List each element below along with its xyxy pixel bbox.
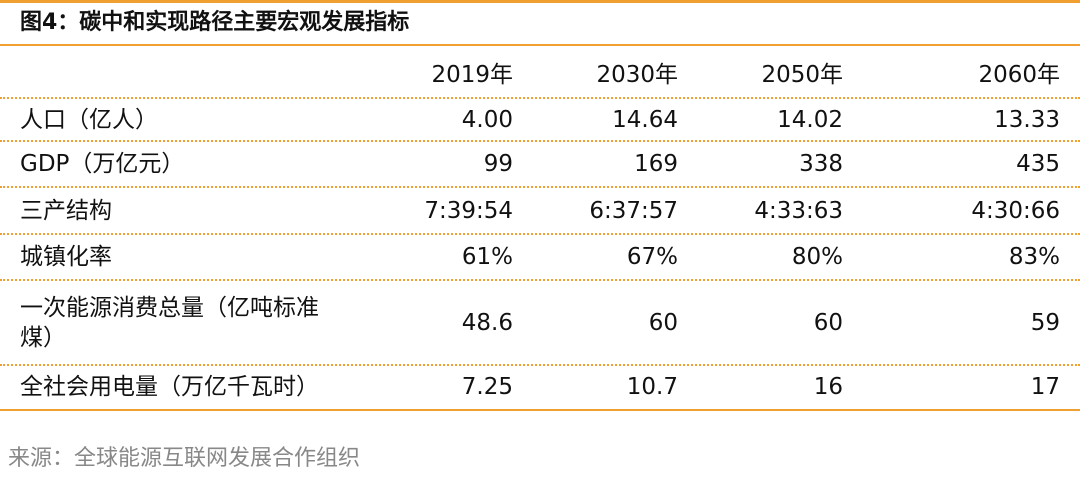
row-label: 三产结构 xyxy=(20,197,112,224)
row-label: 全社会用电量（万亿千瓦时） xyxy=(20,374,319,400)
table-row: 三产结构 7:39:54 6:37:57 4:33:63 4:30:66 xyxy=(0,187,1080,234)
row-separator xyxy=(0,140,1080,142)
cell: 2019年 xyxy=(431,62,513,88)
cell: 338 xyxy=(799,151,843,177)
cell: 169 xyxy=(634,151,678,177)
row-separator xyxy=(0,233,1080,235)
cell: 60 xyxy=(648,309,678,336)
cell: 14.02 xyxy=(777,106,843,133)
cell: 80% xyxy=(791,244,843,270)
cell: 67% xyxy=(626,244,678,270)
table-row: 人口（亿人） 4.00 14.64 14.02 13.33 xyxy=(0,98,1080,141)
title: 图4：碳中和实现路径主要宏观发展指标 xyxy=(20,10,410,35)
title-rule xyxy=(0,44,1080,46)
row-label: 城镇化率 xyxy=(20,244,112,270)
cell: 60 xyxy=(813,309,843,336)
cell: 10.7 xyxy=(626,374,678,400)
cell: 14.64 xyxy=(612,106,678,133)
cell: 435 xyxy=(1016,151,1060,177)
cell: 61% xyxy=(461,244,513,270)
cell: 6:37:57 xyxy=(589,197,678,224)
cell: 48.6 xyxy=(461,309,513,336)
row-label: 人口（亿人） xyxy=(20,106,158,133)
cell: 2050年 xyxy=(761,62,843,88)
cell: 99 xyxy=(483,151,513,177)
cell: 4.00 xyxy=(461,106,513,133)
cell: 83% xyxy=(1008,244,1060,270)
row-label: GDP（万亿元） xyxy=(20,151,185,177)
cell: 59 xyxy=(1030,309,1060,336)
cell: 4:30:66 xyxy=(971,197,1060,224)
cell: 2060年 xyxy=(978,62,1060,88)
cell: 13.33 xyxy=(994,106,1060,133)
row-separator xyxy=(0,97,1080,99)
header-row: 2019年 2030年 2050年 2060年 xyxy=(0,52,1080,98)
top-rule xyxy=(0,0,1080,3)
table-row: 一次能源消费总量（亿吨标准煤） 48.6 60 60 59 xyxy=(0,280,1080,365)
table-row: GDP（万亿元） 99 169 338 435 xyxy=(0,141,1080,187)
cell: 16 xyxy=(813,374,843,400)
cell: 7.25 xyxy=(461,374,513,400)
row-separator xyxy=(0,279,1080,281)
cell: 2030年 xyxy=(596,62,678,88)
table-row: 全社会用电量（万亿千瓦时） 7.25 10.7 16 17 xyxy=(0,365,1080,409)
cell: 7:39:54 xyxy=(424,197,513,224)
row-separator xyxy=(0,186,1080,188)
row-label: 一次能源消费总量（亿吨标准煤） xyxy=(20,294,319,351)
cell: 17 xyxy=(1030,374,1060,400)
source: 来源：全球能源互联网发展合作组织 xyxy=(8,446,361,471)
bottom-rule xyxy=(0,409,1080,411)
row-separator xyxy=(0,364,1080,366)
table-row: 城镇化率 61% 67% 80% 83% xyxy=(0,234,1080,280)
cell: 4:33:63 xyxy=(754,197,843,224)
